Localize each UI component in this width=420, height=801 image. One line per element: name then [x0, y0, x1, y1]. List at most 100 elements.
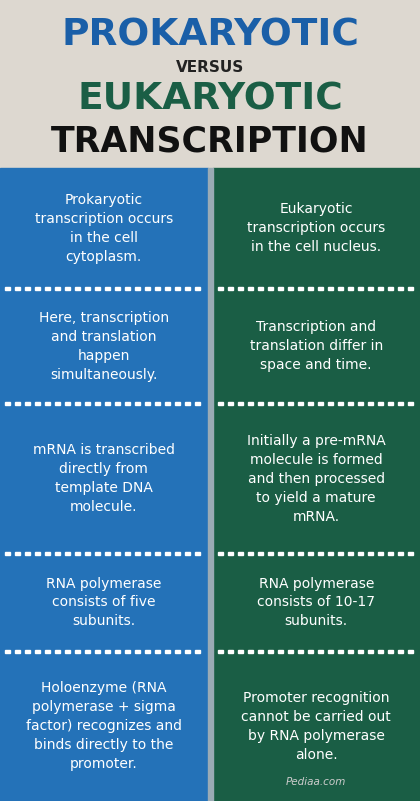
Bar	[45, 402, 50, 405]
Bar	[95, 402, 100, 405]
Bar	[195, 552, 200, 555]
Bar	[247, 288, 252, 290]
Bar	[135, 288, 140, 290]
Bar	[145, 650, 150, 653]
Bar	[213, 651, 420, 801]
Bar	[95, 552, 100, 555]
Bar	[278, 402, 283, 405]
Text: RNA polymerase
consists of five
subunits.: RNA polymerase consists of five subunits…	[46, 577, 161, 629]
Bar	[288, 402, 292, 405]
Bar	[368, 650, 373, 653]
Bar	[237, 288, 242, 290]
Bar	[85, 402, 90, 405]
Bar	[145, 402, 150, 405]
Bar	[65, 650, 70, 653]
Bar	[155, 552, 160, 555]
Bar	[213, 404, 420, 553]
Bar	[15, 402, 20, 405]
Bar	[75, 552, 80, 555]
Bar	[25, 288, 30, 290]
Bar	[228, 552, 233, 555]
Bar	[347, 650, 352, 653]
Bar	[0, 289, 207, 404]
Text: Eukaryotic
transcription occurs
in the cell nucleus.: Eukaryotic transcription occurs in the c…	[247, 203, 386, 255]
Text: Pediaa.com: Pediaa.com	[286, 777, 346, 787]
Bar	[213, 168, 420, 289]
Bar	[347, 288, 352, 290]
Bar	[35, 402, 40, 405]
Bar	[247, 552, 252, 555]
Bar	[25, 650, 30, 653]
Bar	[175, 288, 180, 290]
Bar	[35, 650, 40, 653]
Bar	[318, 288, 323, 290]
Bar	[378, 650, 383, 653]
Bar	[268, 650, 273, 653]
Bar	[105, 288, 110, 290]
Bar	[0, 168, 207, 289]
Bar	[388, 552, 393, 555]
Bar	[307, 288, 312, 290]
Bar	[65, 402, 70, 405]
Bar	[218, 402, 223, 405]
Bar	[213, 553, 420, 651]
Text: Holoenzyme (RNA
polymerase + sigma
factor) recognizes and
binds directly to the
: Holoenzyme (RNA polymerase + sigma facto…	[26, 682, 182, 771]
Text: Initially a pre-mRNA
molecule is formed
and then processed
to yield a mature
mRN: Initially a pre-mRNA molecule is formed …	[247, 434, 386, 524]
Bar	[135, 402, 140, 405]
Bar	[165, 288, 170, 290]
Bar	[115, 552, 120, 555]
Bar	[388, 288, 393, 290]
Bar	[5, 552, 10, 555]
Bar	[228, 402, 233, 405]
Bar	[105, 552, 110, 555]
Bar	[388, 650, 393, 653]
Bar	[55, 650, 60, 653]
Bar	[165, 402, 170, 405]
Bar	[328, 402, 333, 405]
Bar	[135, 650, 140, 653]
Bar	[257, 552, 262, 555]
Bar	[45, 288, 50, 290]
Bar	[185, 288, 190, 290]
Bar	[5, 288, 10, 290]
Bar	[0, 553, 207, 651]
Bar	[218, 288, 223, 290]
Bar	[218, 650, 223, 653]
Bar	[15, 650, 20, 653]
Text: Here, transcription
and translation
happen
simultaneously.: Here, transcription and translation happ…	[39, 311, 169, 382]
Bar	[407, 650, 412, 653]
Bar	[338, 288, 342, 290]
Bar	[307, 402, 312, 405]
Bar	[347, 552, 352, 555]
Bar	[175, 650, 180, 653]
Bar	[318, 402, 323, 405]
Bar	[115, 288, 120, 290]
Bar	[357, 402, 362, 405]
Bar	[288, 552, 292, 555]
Bar	[195, 288, 200, 290]
Text: Transcription and
translation differ in
space and time.: Transcription and translation differ in …	[249, 320, 383, 372]
Bar	[85, 650, 90, 653]
Text: Prokaryotic
transcription occurs
in the cell
cytoplasm.: Prokaryotic transcription occurs in the …	[34, 193, 173, 264]
Bar	[368, 402, 373, 405]
Bar	[338, 552, 342, 555]
Bar	[5, 650, 10, 653]
Bar	[338, 402, 342, 405]
Bar	[165, 552, 170, 555]
Bar	[207, 553, 213, 651]
Bar	[105, 402, 110, 405]
Bar	[95, 288, 100, 290]
Bar	[195, 402, 200, 405]
Text: EUKARYOTIC: EUKARYOTIC	[77, 82, 343, 118]
Bar	[207, 168, 213, 289]
Bar	[397, 650, 402, 653]
Bar	[307, 552, 312, 555]
Bar	[347, 402, 352, 405]
Bar	[15, 288, 20, 290]
Bar	[207, 651, 213, 801]
Bar	[268, 288, 273, 290]
Bar	[328, 552, 333, 555]
Bar	[268, 402, 273, 405]
Bar	[378, 552, 383, 555]
Bar	[318, 650, 323, 653]
